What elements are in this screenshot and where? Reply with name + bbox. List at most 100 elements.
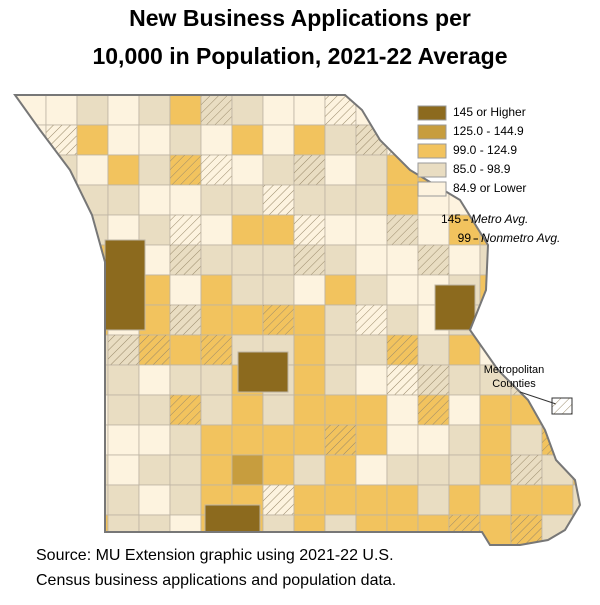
county [200, 394, 233, 426]
county [479, 244, 512, 276]
county [448, 454, 481, 486]
county [324, 334, 357, 366]
legend-label: 85.0 - 98.9 [453, 162, 511, 176]
county [262, 154, 295, 186]
county [138, 364, 171, 396]
county [76, 124, 109, 156]
county [169, 95, 202, 126]
county [45, 274, 78, 306]
source-text: Source: MU Extension graphic using 2021-… [36, 547, 394, 564]
metro-county [511, 455, 542, 485]
county [15, 364, 47, 396]
county [262, 514, 295, 545]
county [45, 95, 78, 126]
county [231, 214, 264, 246]
callout-text: Counties [492, 378, 536, 390]
county [262, 274, 295, 306]
metro-county [294, 215, 325, 245]
metro-county [511, 515, 542, 545]
county [15, 244, 47, 276]
county [355, 514, 388, 545]
legend-label: 125.0 - 144.9 [453, 124, 524, 138]
county [15, 304, 47, 336]
county [448, 424, 481, 456]
county [45, 334, 78, 366]
county [479, 424, 512, 456]
legend-label: 145 or Higher [453, 105, 526, 119]
metro-county [139, 335, 170, 365]
legend-swatch [417, 124, 447, 140]
metro-county [325, 425, 356, 455]
county [355, 394, 388, 426]
average-number: 145 [441, 212, 461, 226]
metro-county [15, 215, 46, 245]
county [200, 214, 233, 246]
county [541, 364, 574, 396]
county [572, 334, 580, 366]
metro-county [356, 305, 387, 335]
county [448, 244, 481, 276]
metro-county [387, 365, 418, 395]
county [541, 454, 574, 486]
callout-line [519, 391, 557, 405]
metro-county [511, 275, 542, 305]
average-number: 99 [458, 231, 472, 245]
county-layer [15, 95, 580, 545]
county [231, 304, 264, 336]
county [262, 124, 295, 156]
county [434, 284, 476, 331]
county [76, 514, 109, 545]
county [572, 484, 580, 516]
county [138, 454, 171, 486]
county [293, 334, 326, 366]
county [541, 304, 574, 336]
callout-text: Metropolitan [484, 364, 545, 376]
metro-county [201, 335, 232, 365]
county [324, 184, 357, 216]
county [355, 484, 388, 516]
county [200, 274, 233, 306]
county [324, 394, 357, 426]
county [324, 214, 357, 246]
county [572, 214, 580, 246]
county [386, 454, 419, 486]
county [417, 484, 450, 516]
county [324, 274, 357, 306]
county [324, 124, 357, 156]
county [107, 124, 140, 156]
county [510, 544, 543, 545]
legend-label: 84.9 or Lower [453, 181, 526, 195]
county [138, 95, 171, 126]
county [448, 484, 481, 516]
county [231, 274, 264, 306]
county [200, 454, 233, 486]
county [200, 124, 233, 156]
county [324, 304, 357, 336]
county [448, 334, 481, 366]
county [417, 424, 450, 456]
county [231, 184, 264, 216]
county [355, 184, 388, 216]
county [169, 124, 202, 156]
metro-county [108, 335, 139, 365]
metro-county [170, 305, 201, 335]
county [200, 364, 233, 396]
county [262, 214, 295, 246]
county [386, 95, 419, 126]
county [231, 154, 264, 186]
county [15, 95, 47, 126]
metro-county [542, 155, 573, 185]
county [355, 214, 388, 246]
metro-county [542, 425, 573, 455]
callout-swatch [551, 397, 573, 415]
county [169, 334, 202, 366]
county [479, 544, 512, 545]
county [572, 544, 580, 545]
county [107, 364, 140, 396]
county [386, 514, 419, 545]
county [541, 124, 574, 156]
county [200, 244, 233, 276]
county [15, 214, 47, 246]
county [572, 184, 580, 216]
